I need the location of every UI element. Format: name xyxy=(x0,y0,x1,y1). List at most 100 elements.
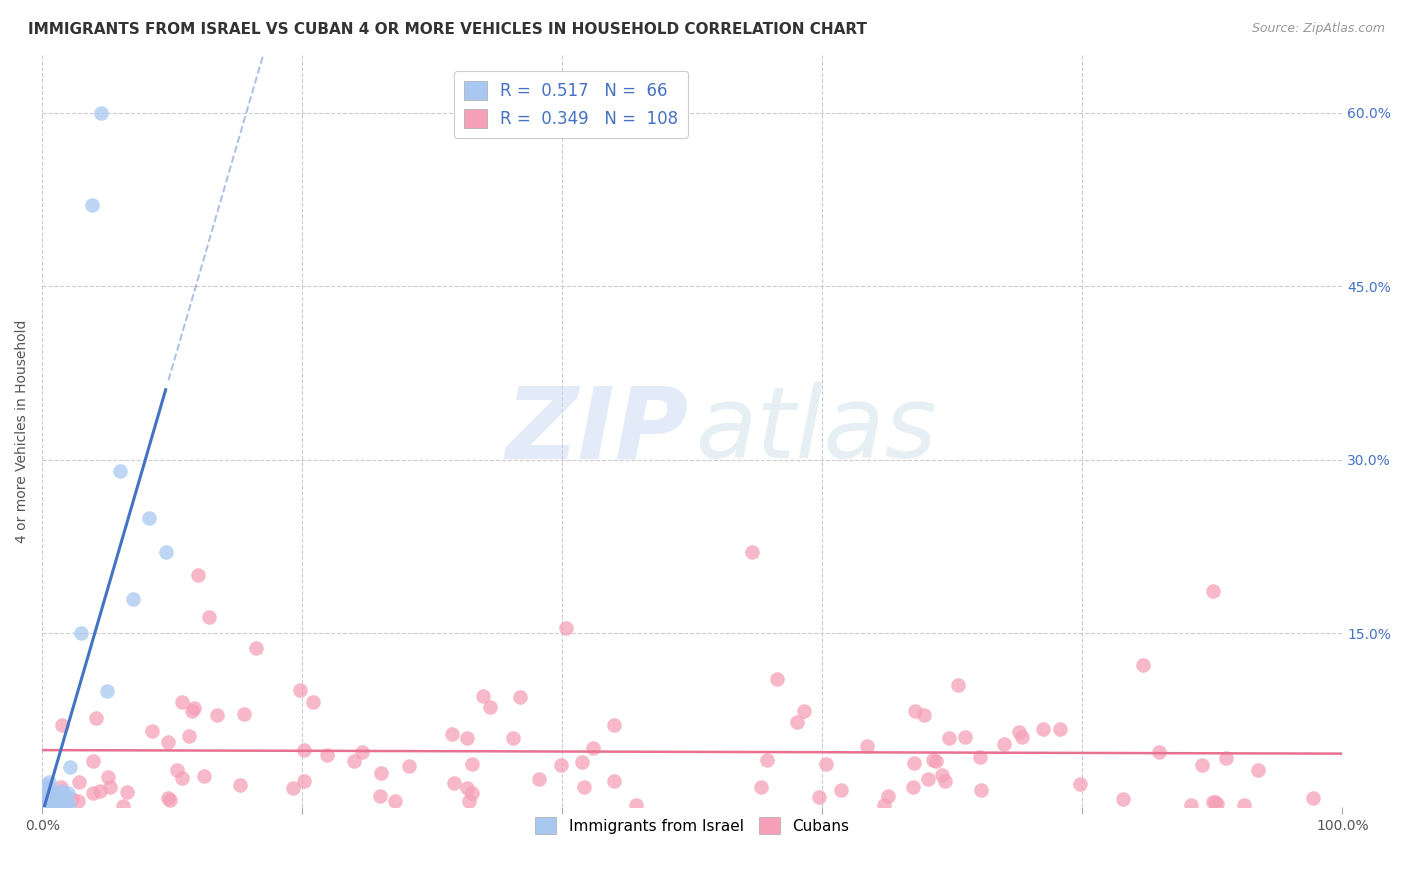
Point xyxy=(44,792,66,806)
Point xyxy=(440,727,463,741)
Point xyxy=(624,797,647,812)
Point xyxy=(1132,658,1154,673)
Point xyxy=(82,786,104,800)
Point xyxy=(32,790,55,805)
Point xyxy=(1147,745,1170,759)
Point xyxy=(461,757,484,772)
Point xyxy=(156,790,179,805)
Point xyxy=(1011,730,1033,744)
Point xyxy=(1205,797,1227,811)
Point xyxy=(472,689,495,703)
Point xyxy=(315,747,337,762)
Point xyxy=(555,621,578,635)
Point xyxy=(60,791,83,805)
Point xyxy=(603,774,626,789)
Point xyxy=(398,759,420,773)
Point xyxy=(179,729,201,743)
Point xyxy=(1215,751,1237,765)
Point xyxy=(1202,795,1225,809)
Point xyxy=(352,745,374,759)
Point xyxy=(741,545,763,559)
Point xyxy=(755,753,778,767)
Point xyxy=(197,609,219,624)
Point xyxy=(292,774,315,789)
Point xyxy=(793,704,815,718)
Point xyxy=(934,773,956,788)
Point xyxy=(903,756,925,770)
Point xyxy=(904,704,927,718)
Point xyxy=(49,798,72,813)
Point xyxy=(830,783,852,797)
Point xyxy=(38,788,60,802)
Text: IMMIGRANTS FROM ISRAEL VS CUBAN 4 OR MORE VEHICLES IN HOUSEHOLD CORRELATION CHAR: IMMIGRANTS FROM ISRAEL VS CUBAN 4 OR MOR… xyxy=(28,22,868,37)
Point xyxy=(45,786,67,800)
Point xyxy=(582,741,605,756)
Point xyxy=(32,784,55,798)
Point xyxy=(138,510,160,524)
Text: ZIP: ZIP xyxy=(505,383,689,479)
Point xyxy=(873,798,896,813)
Point xyxy=(32,796,55,810)
Point xyxy=(66,794,89,808)
Point xyxy=(35,796,58,810)
Point xyxy=(807,789,830,804)
Text: Source: ZipAtlas.com: Source: ZipAtlas.com xyxy=(1251,22,1385,36)
Point xyxy=(37,797,59,811)
Point xyxy=(97,770,120,784)
Point xyxy=(34,781,56,796)
Point xyxy=(1191,757,1213,772)
Point xyxy=(461,786,484,800)
Point xyxy=(922,753,945,767)
Point xyxy=(58,759,80,773)
Point xyxy=(993,737,1015,751)
Point xyxy=(290,683,312,698)
Point xyxy=(172,771,194,785)
Point xyxy=(35,799,58,814)
Point xyxy=(181,704,204,718)
Point xyxy=(205,707,228,722)
Point xyxy=(917,772,939,787)
Point xyxy=(37,795,59,809)
Point xyxy=(32,799,55,814)
Y-axis label: 4 or more Vehicles in Household: 4 or more Vehicles in Household xyxy=(15,319,30,542)
Point xyxy=(766,672,789,686)
Point xyxy=(96,684,118,698)
Point xyxy=(108,464,131,478)
Point xyxy=(368,789,391,803)
Point xyxy=(159,793,181,807)
Point xyxy=(443,776,465,790)
Point xyxy=(183,701,205,715)
Point xyxy=(948,678,970,692)
Point xyxy=(603,717,626,731)
Point xyxy=(49,790,72,805)
Point xyxy=(31,797,53,811)
Point xyxy=(32,797,55,812)
Point xyxy=(343,755,366,769)
Point xyxy=(58,787,80,801)
Point xyxy=(51,718,73,732)
Point xyxy=(229,778,252,792)
Point xyxy=(384,794,406,808)
Point xyxy=(969,749,991,764)
Point xyxy=(37,798,59,813)
Point xyxy=(37,788,59,802)
Point xyxy=(55,788,77,802)
Point xyxy=(38,780,60,794)
Point xyxy=(1204,795,1226,809)
Point xyxy=(55,796,77,810)
Point xyxy=(1233,797,1256,812)
Point xyxy=(82,754,104,768)
Point xyxy=(34,786,56,800)
Point xyxy=(1008,724,1031,739)
Point xyxy=(478,699,501,714)
Point xyxy=(903,780,925,794)
Point xyxy=(786,714,808,729)
Point xyxy=(32,783,55,797)
Point xyxy=(571,755,593,769)
Point xyxy=(953,730,976,744)
Point xyxy=(283,781,305,796)
Point xyxy=(1069,777,1091,791)
Point xyxy=(155,545,177,559)
Point xyxy=(458,794,481,808)
Point xyxy=(157,735,180,749)
